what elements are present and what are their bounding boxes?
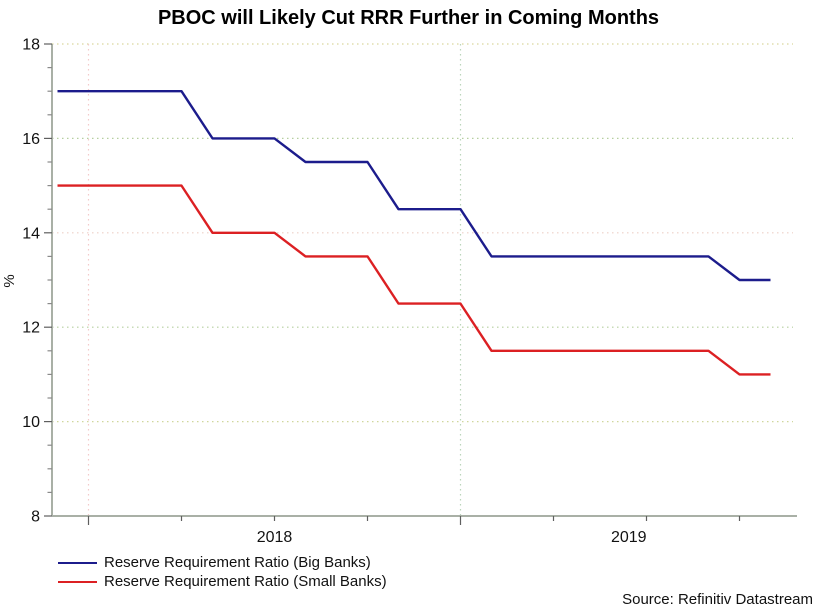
- chart-title: PBOC will Likely Cut RRR Further in Comi…: [157, 7, 660, 29]
- legend-label-small-banks: Reserve Requirement Ratio (Small Banks): [104, 573, 387, 590]
- series-line-big-banks: [57, 89, 771, 282]
- y-tick-label-16: 16: [22, 131, 40, 148]
- legend-line-swatch-small-banks: [58, 580, 97, 583]
- legend-item-small-banks: Reserve Requirement Ratio (Small Banks): [58, 572, 387, 591]
- series-line-small-banks: [57, 184, 771, 376]
- legend: Reserve Requirement Ratio (Big Banks) Re…: [58, 553, 387, 591]
- y-axis-label: %: [1, 274, 18, 287]
- x-year-label-2018: 2018: [257, 529, 293, 546]
- y-tick-label-10: 10: [22, 414, 40, 431]
- x-year-label-2019: 2019: [611, 529, 647, 546]
- legend-label-big-banks: Reserve Requirement Ratio (Big Banks): [104, 554, 371, 571]
- y-tick-label-8: 8: [31, 509, 40, 526]
- y-tick-label-12: 12: [22, 320, 40, 337]
- y-tick-label-14: 14: [22, 225, 40, 242]
- y-tick-label-18: 18: [22, 37, 40, 54]
- legend-line-swatch-big-banks: [58, 561, 97, 564]
- source-note: Source: Refinitiv Datastream: [622, 591, 813, 608]
- legend-item-big-banks: Reserve Requirement Ratio (Big Banks): [58, 553, 387, 572]
